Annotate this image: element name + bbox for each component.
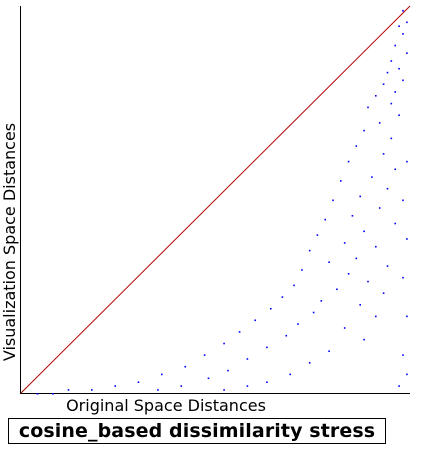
data-point <box>308 362 311 364</box>
identity-reference-line <box>20 5 411 394</box>
data-point <box>223 389 225 391</box>
data-point <box>363 230 365 233</box>
data-point <box>386 187 389 190</box>
data-point <box>398 25 400 27</box>
data-point <box>406 238 408 240</box>
data-point <box>375 245 377 248</box>
data-point <box>406 52 408 54</box>
data-point <box>382 292 385 294</box>
data-point <box>336 288 338 291</box>
data-point <box>378 207 381 209</box>
data-point <box>316 234 319 236</box>
data-point <box>308 249 311 252</box>
chart-title: cosine_based dissimilarity stress <box>18 420 376 442</box>
data-point <box>382 83 385 85</box>
data-point <box>328 261 330 263</box>
data-point <box>375 315 377 318</box>
data-point <box>359 304 361 306</box>
data-point <box>324 218 326 221</box>
data-point <box>281 296 284 298</box>
data-point <box>406 373 408 376</box>
data-point <box>67 389 70 391</box>
data-point <box>343 327 346 329</box>
data-point <box>351 215 354 217</box>
data-point <box>157 389 159 391</box>
data-point <box>207 377 210 380</box>
data-point <box>223 342 225 345</box>
data-point <box>402 199 404 202</box>
data-point <box>114 385 116 387</box>
data-point <box>238 331 241 333</box>
data-point <box>402 9 404 12</box>
data-point <box>347 273 350 275</box>
data-point <box>355 145 358 147</box>
data-point <box>180 385 183 387</box>
data-point <box>398 114 400 116</box>
data-point <box>363 338 365 341</box>
data-point <box>312 311 315 314</box>
data-point <box>386 71 389 74</box>
data-point <box>402 33 404 35</box>
data-point <box>378 122 381 124</box>
data-point <box>363 129 365 132</box>
data-point <box>343 242 346 244</box>
data-point <box>161 373 163 376</box>
data-point <box>382 153 385 155</box>
data-point <box>386 265 389 267</box>
data-point <box>359 195 361 198</box>
data-point <box>91 389 93 391</box>
data-point <box>406 21 408 24</box>
data-point <box>340 180 342 182</box>
data-point <box>402 79 404 82</box>
data-point <box>301 269 303 271</box>
axes <box>20 6 410 394</box>
data-point <box>285 334 288 337</box>
data-point <box>266 346 268 349</box>
data-point <box>328 350 330 352</box>
data-point <box>246 385 249 387</box>
data-point <box>347 160 350 163</box>
data-point <box>289 373 291 376</box>
data-point <box>394 222 396 225</box>
data-point <box>406 315 408 318</box>
data-point <box>371 176 373 178</box>
data-point <box>402 354 404 356</box>
data-point <box>293 284 295 287</box>
data-point <box>398 67 400 70</box>
data-point <box>394 91 396 93</box>
data-point <box>390 137 393 140</box>
data-point <box>367 106 369 109</box>
data-point <box>332 199 334 202</box>
data-point <box>398 385 400 387</box>
data-points <box>36 9 408 395</box>
data-point <box>137 381 140 383</box>
data-point <box>394 168 396 171</box>
y-axis-label: Visualization Space Distances <box>0 123 19 361</box>
data-point <box>406 160 408 163</box>
x-axis-label: Original Space Distances <box>66 396 266 415</box>
data-point <box>254 319 256 322</box>
data-point <box>52 393 54 395</box>
data-point <box>184 365 186 368</box>
data-point <box>227 369 229 372</box>
data-point <box>390 102 393 105</box>
data-point <box>375 95 377 97</box>
data-point <box>36 393 39 395</box>
data-point <box>246 358 249 360</box>
data-point <box>320 300 323 302</box>
data-point <box>297 323 299 325</box>
data-point <box>203 354 206 356</box>
data-point <box>270 307 272 310</box>
data-point <box>402 276 404 279</box>
chart-title-box: cosine_based dissimilarity stress <box>8 418 386 444</box>
data-point <box>394 44 396 47</box>
data-point <box>355 257 358 260</box>
data-point <box>266 381 268 383</box>
data-point <box>390 60 393 62</box>
data-point <box>367 280 369 283</box>
